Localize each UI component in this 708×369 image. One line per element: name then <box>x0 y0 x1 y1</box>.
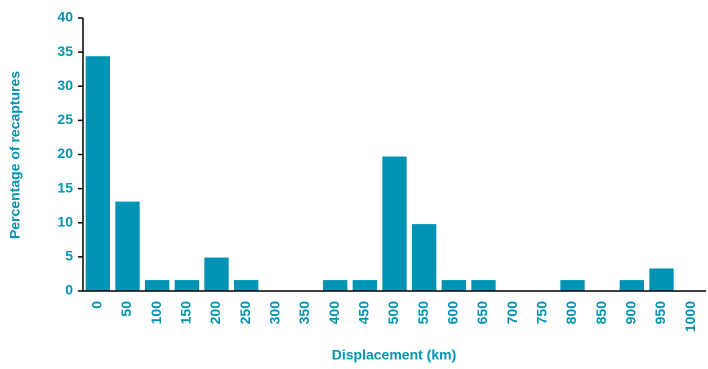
x-tick-label: 450 <box>356 301 372 325</box>
bar <box>649 268 674 291</box>
x-tick-label: 950 <box>652 301 668 325</box>
x-tick-label: 700 <box>504 301 520 325</box>
x-tick-label: 0 <box>89 301 105 309</box>
x-tick-label: 600 <box>445 301 461 325</box>
x-tick-label: 300 <box>267 301 283 325</box>
bar <box>441 280 466 291</box>
bar <box>471 280 496 291</box>
y-tick-label: 20 <box>57 145 73 161</box>
x-tick-label: 900 <box>623 301 639 325</box>
y-tick-label: 10 <box>57 213 73 229</box>
x-tick-label: 550 <box>415 301 431 325</box>
x-tick-label: 400 <box>326 301 342 325</box>
x-tick-label: 150 <box>178 301 194 325</box>
y-tick-label: 25 <box>57 111 73 127</box>
bar <box>145 280 170 291</box>
x-tick-label: 800 <box>563 301 579 325</box>
bar <box>234 280 259 291</box>
y-tick-label: 40 <box>57 9 73 25</box>
x-tick-label: 500 <box>385 301 401 325</box>
bar <box>352 280 377 291</box>
bar <box>619 280 644 291</box>
x-tick-label: 50 <box>118 301 134 317</box>
y-tick-label: 15 <box>57 179 73 195</box>
bar <box>174 280 199 291</box>
x-tick-label: 850 <box>593 301 609 325</box>
bar <box>382 156 407 291</box>
bar <box>412 224 437 291</box>
x-tick-label: 100 <box>148 301 164 325</box>
bar <box>560 280 585 291</box>
bar <box>115 201 140 291</box>
x-tick-label: 750 <box>534 301 550 325</box>
x-tick-label: 650 <box>474 301 490 325</box>
x-axis-label: Displacement (km) <box>332 347 456 363</box>
x-tick-label: 200 <box>207 301 223 325</box>
y-tick-label: 30 <box>57 77 73 93</box>
x-tick-label: 250 <box>237 301 253 325</box>
bar <box>85 56 110 291</box>
x-tick-label: 1000 <box>682 301 698 332</box>
x-tick-label: 350 <box>296 301 312 325</box>
y-tick-label: 0 <box>65 282 73 298</box>
y-tick-label: 5 <box>65 248 73 264</box>
bar <box>204 257 229 291</box>
bar <box>323 280 348 291</box>
y-tick-label: 35 <box>57 43 73 59</box>
y-axis-label: Percentage of recaptures <box>7 71 23 239</box>
